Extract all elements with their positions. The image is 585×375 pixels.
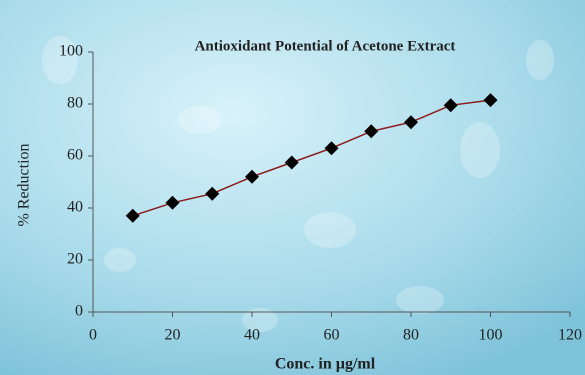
- y-tick-label: 0: [75, 303, 83, 320]
- y-tick-label: 80: [67, 95, 83, 112]
- y-tick-label: 20: [67, 251, 83, 268]
- y-axis-label: % Reduction: [16, 143, 33, 226]
- background: [0, 0, 585, 375]
- x-tick-label: 60: [324, 327, 340, 344]
- x-tick-label: 40: [244, 327, 260, 344]
- chart-title: Antioxidant Potential of Acetone Extract: [195, 38, 456, 54]
- y-tick-label: 40: [67, 199, 83, 216]
- y-tick-label: 60: [67, 147, 83, 164]
- x-axis-label: Conc. in µg/ml: [275, 356, 376, 373]
- y-tick-label: 100: [59, 43, 83, 60]
- x-tick-label: 0: [89, 327, 97, 344]
- x-tick-label: 100: [479, 327, 503, 344]
- x-tick-label: 120: [558, 327, 582, 344]
- chart: Antioxidant Potential of Acetone Extract…: [0, 0, 585, 375]
- x-tick-label: 20: [165, 327, 181, 344]
- x-tick-label: 80: [403, 327, 419, 344]
